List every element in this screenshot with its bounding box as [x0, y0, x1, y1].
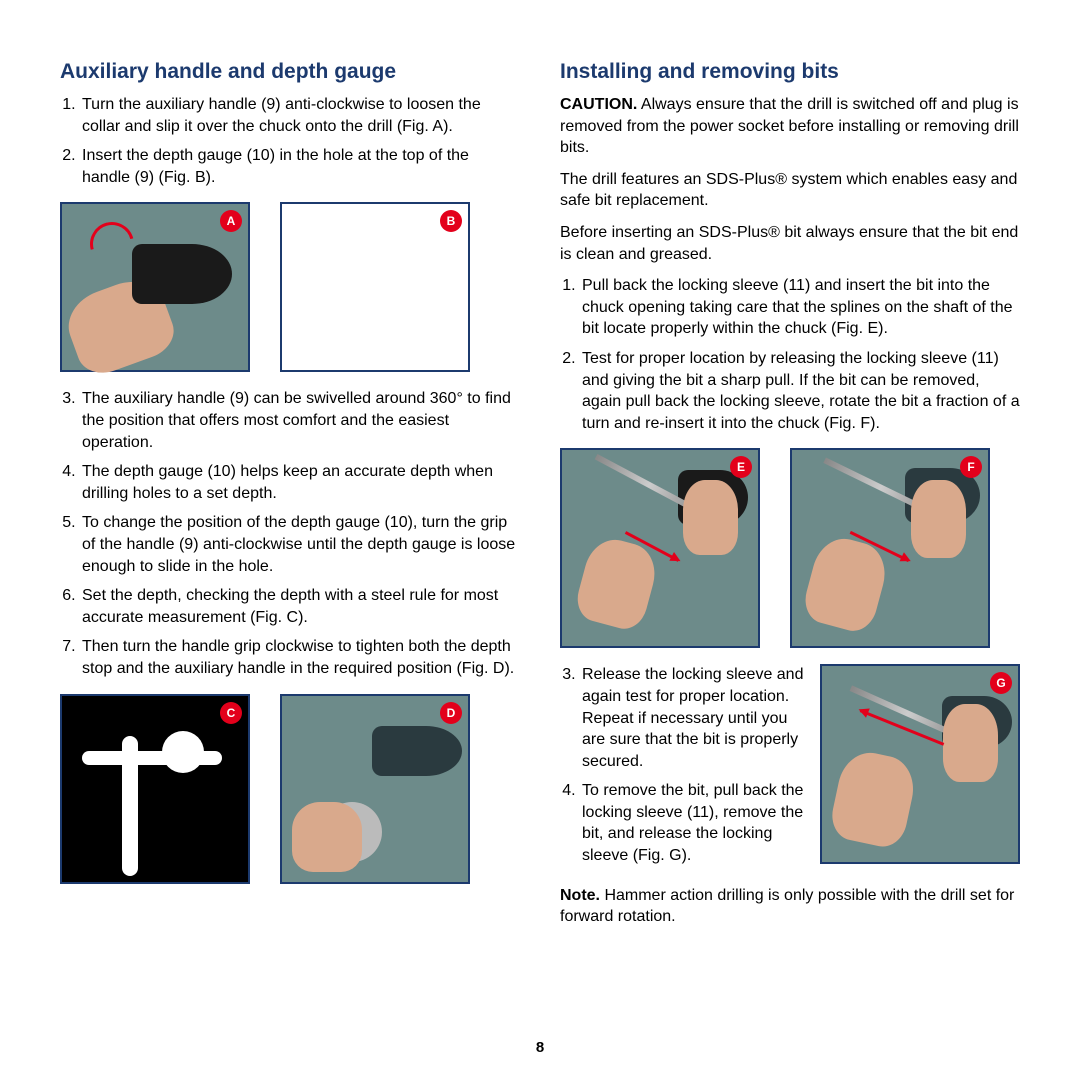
list-item: To remove the bit, pull back the locking… — [580, 780, 804, 866]
figure-badge: F — [960, 456, 982, 478]
list-item: The depth gauge (10) helps keep an accur… — [80, 461, 520, 504]
left-steps-1: Turn the auxiliary handle (9) anti-clock… — [60, 94, 520, 188]
figure-f: F — [790, 448, 990, 648]
page-content: Auxiliary handle and depth gauge Turn th… — [60, 60, 1020, 938]
figure-badge: B — [440, 210, 462, 232]
list-item: The auxiliary handle (9) can be swivelle… — [80, 388, 520, 453]
figure-row-cd: C D — [60, 694, 520, 884]
note-label: Note. — [560, 887, 600, 904]
right-steps-1: Pull back the locking sleeve (11) and in… — [560, 275, 1020, 434]
figure-b: B — [280, 202, 470, 372]
body-paragraph: The drill features an SDS-Plus® system w… — [560, 169, 1020, 212]
figure-e: E — [560, 448, 760, 648]
note-paragraph: Note. Hammer action drilling is only pos… — [560, 885, 1020, 928]
right-steps-2: Release the locking sleeve and again tes… — [560, 664, 804, 874]
figure-badge: G — [990, 672, 1012, 694]
list-item: Pull back the locking sleeve (11) and in… — [580, 275, 1020, 340]
note-text: Hammer action drilling is only possible … — [560, 887, 1014, 926]
figure-badge: E — [730, 456, 752, 478]
right-column: Installing and removing bits CAUTION. Al… — [560, 60, 1020, 938]
figure-badge: C — [220, 702, 242, 724]
left-steps-2: The auxiliary handle (9) can be swivelle… — [60, 388, 520, 679]
figure-badge: D — [440, 702, 462, 724]
list-item: Then turn the handle grip clockwise to t… — [80, 636, 520, 679]
figure-row-ef: E F — [560, 448, 1020, 648]
left-column: Auxiliary handle and depth gauge Turn th… — [60, 60, 520, 938]
section-heading-right: Installing and removing bits — [560, 60, 1020, 84]
list-item: Turn the auxiliary handle (9) anti-clock… — [80, 94, 520, 137]
page-number: 8 — [0, 1039, 1080, 1056]
section-heading-left: Auxiliary handle and depth gauge — [60, 60, 520, 84]
figure-badge: A — [220, 210, 242, 232]
body-paragraph: Before inserting an SDS-Plus® bit always… — [560, 222, 1020, 265]
figure-a: A — [60, 202, 250, 372]
list-item: To change the position of the depth gaug… — [80, 512, 520, 577]
caution-paragraph: CAUTION. Always ensure that the drill is… — [560, 94, 1020, 159]
list-item: Release the locking sleeve and again tes… — [580, 664, 804, 772]
list-item: Set the depth, checking the depth with a… — [80, 585, 520, 628]
list-item: Insert the depth gauge (10) in the hole … — [80, 145, 520, 188]
caution-label: CAUTION. — [560, 96, 637, 113]
figure-d: D — [280, 694, 470, 884]
list-item: Test for proper location by releasing th… — [580, 348, 1020, 434]
steps-with-fig-g: Release the locking sleeve and again tes… — [560, 664, 1020, 874]
figure-g: G — [820, 664, 1020, 864]
figure-c: C — [60, 694, 250, 884]
figure-row-ab: A B — [60, 202, 520, 372]
